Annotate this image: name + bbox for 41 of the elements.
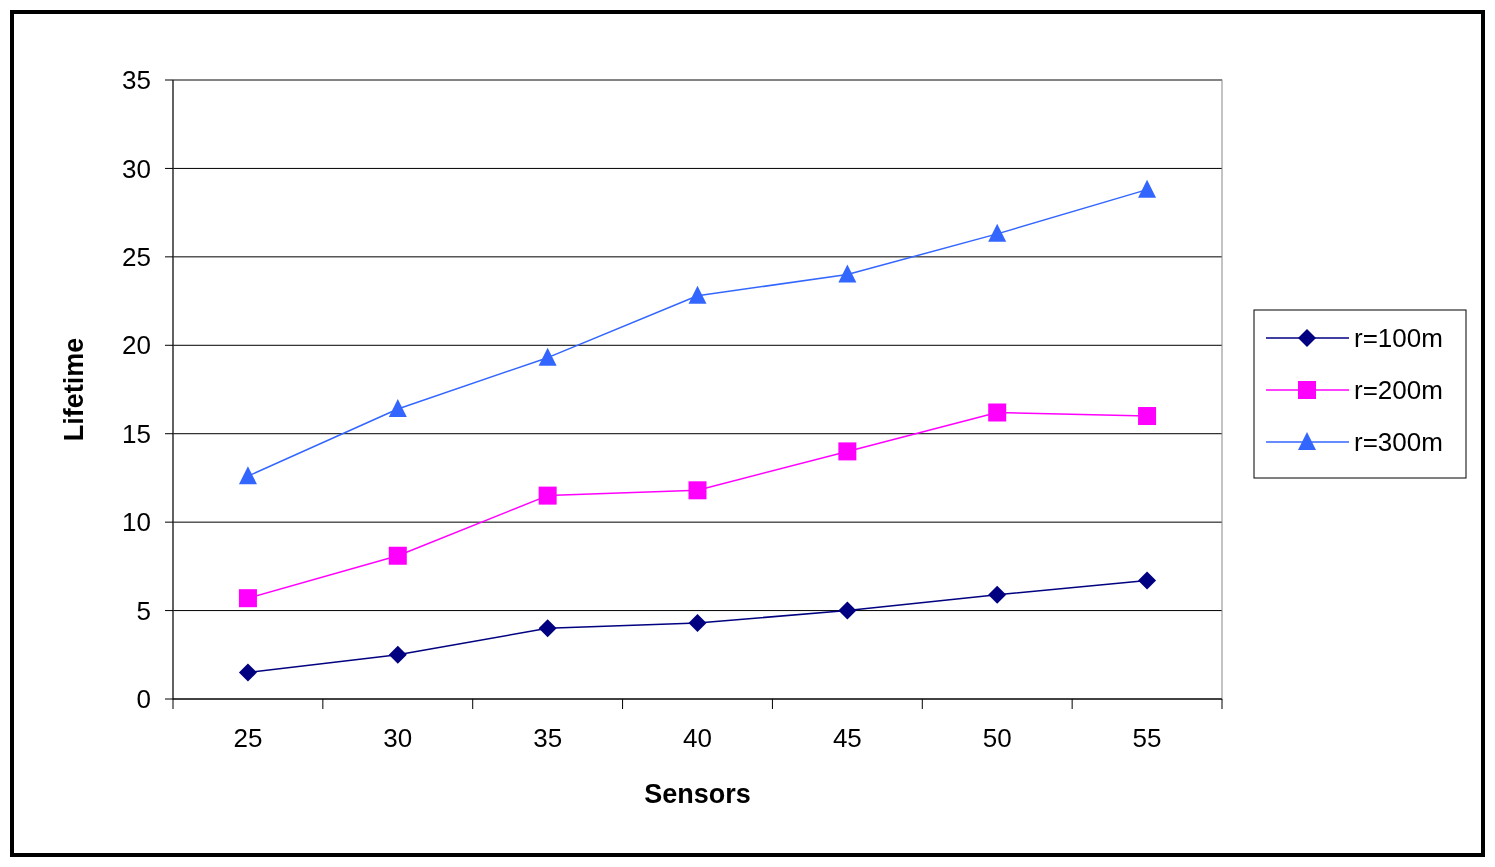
y-tick-label: 30 [122,153,151,184]
legend-label: r=200m [1354,375,1443,406]
point [988,403,1007,422]
point [988,223,1007,242]
point [1138,407,1157,426]
y-tick-label: 25 [122,241,151,272]
point [538,619,557,638]
point [1138,571,1157,590]
x-tick-label: 30 [383,723,413,753]
point [388,398,407,417]
point [838,601,857,620]
point [388,546,407,565]
x-tick-label: 35 [533,723,563,753]
x-axis-title: Sensors [644,779,751,809]
point [688,613,707,632]
y-tick-label: 5 [136,595,151,626]
legend-label: r=300m [1354,427,1443,458]
point [238,663,257,682]
y-axis-title: Lifetime [59,337,89,442]
point [538,347,557,366]
x-tick-label: 50 [982,723,1012,753]
point [538,486,557,505]
point [238,466,257,485]
y-tick-label: 15 [122,418,151,449]
point [688,285,707,304]
y-tick-label: 35 [122,65,151,96]
point [1138,179,1157,198]
point [238,589,257,608]
y-tick-label: 20 [122,330,151,361]
y-tick-label: 0 [136,684,151,715]
x-tick-label: 45 [832,723,862,753]
point [388,645,407,664]
point [838,264,857,283]
point [988,585,1007,604]
x-tick-label: 40 [683,723,712,753]
legend-label: r=100m [1354,323,1443,354]
x-tick-label: 55 [1132,723,1162,753]
point [838,442,857,461]
point [688,481,707,500]
x-tick-label: 25 [233,723,263,753]
y-tick-label: 10 [122,507,151,538]
